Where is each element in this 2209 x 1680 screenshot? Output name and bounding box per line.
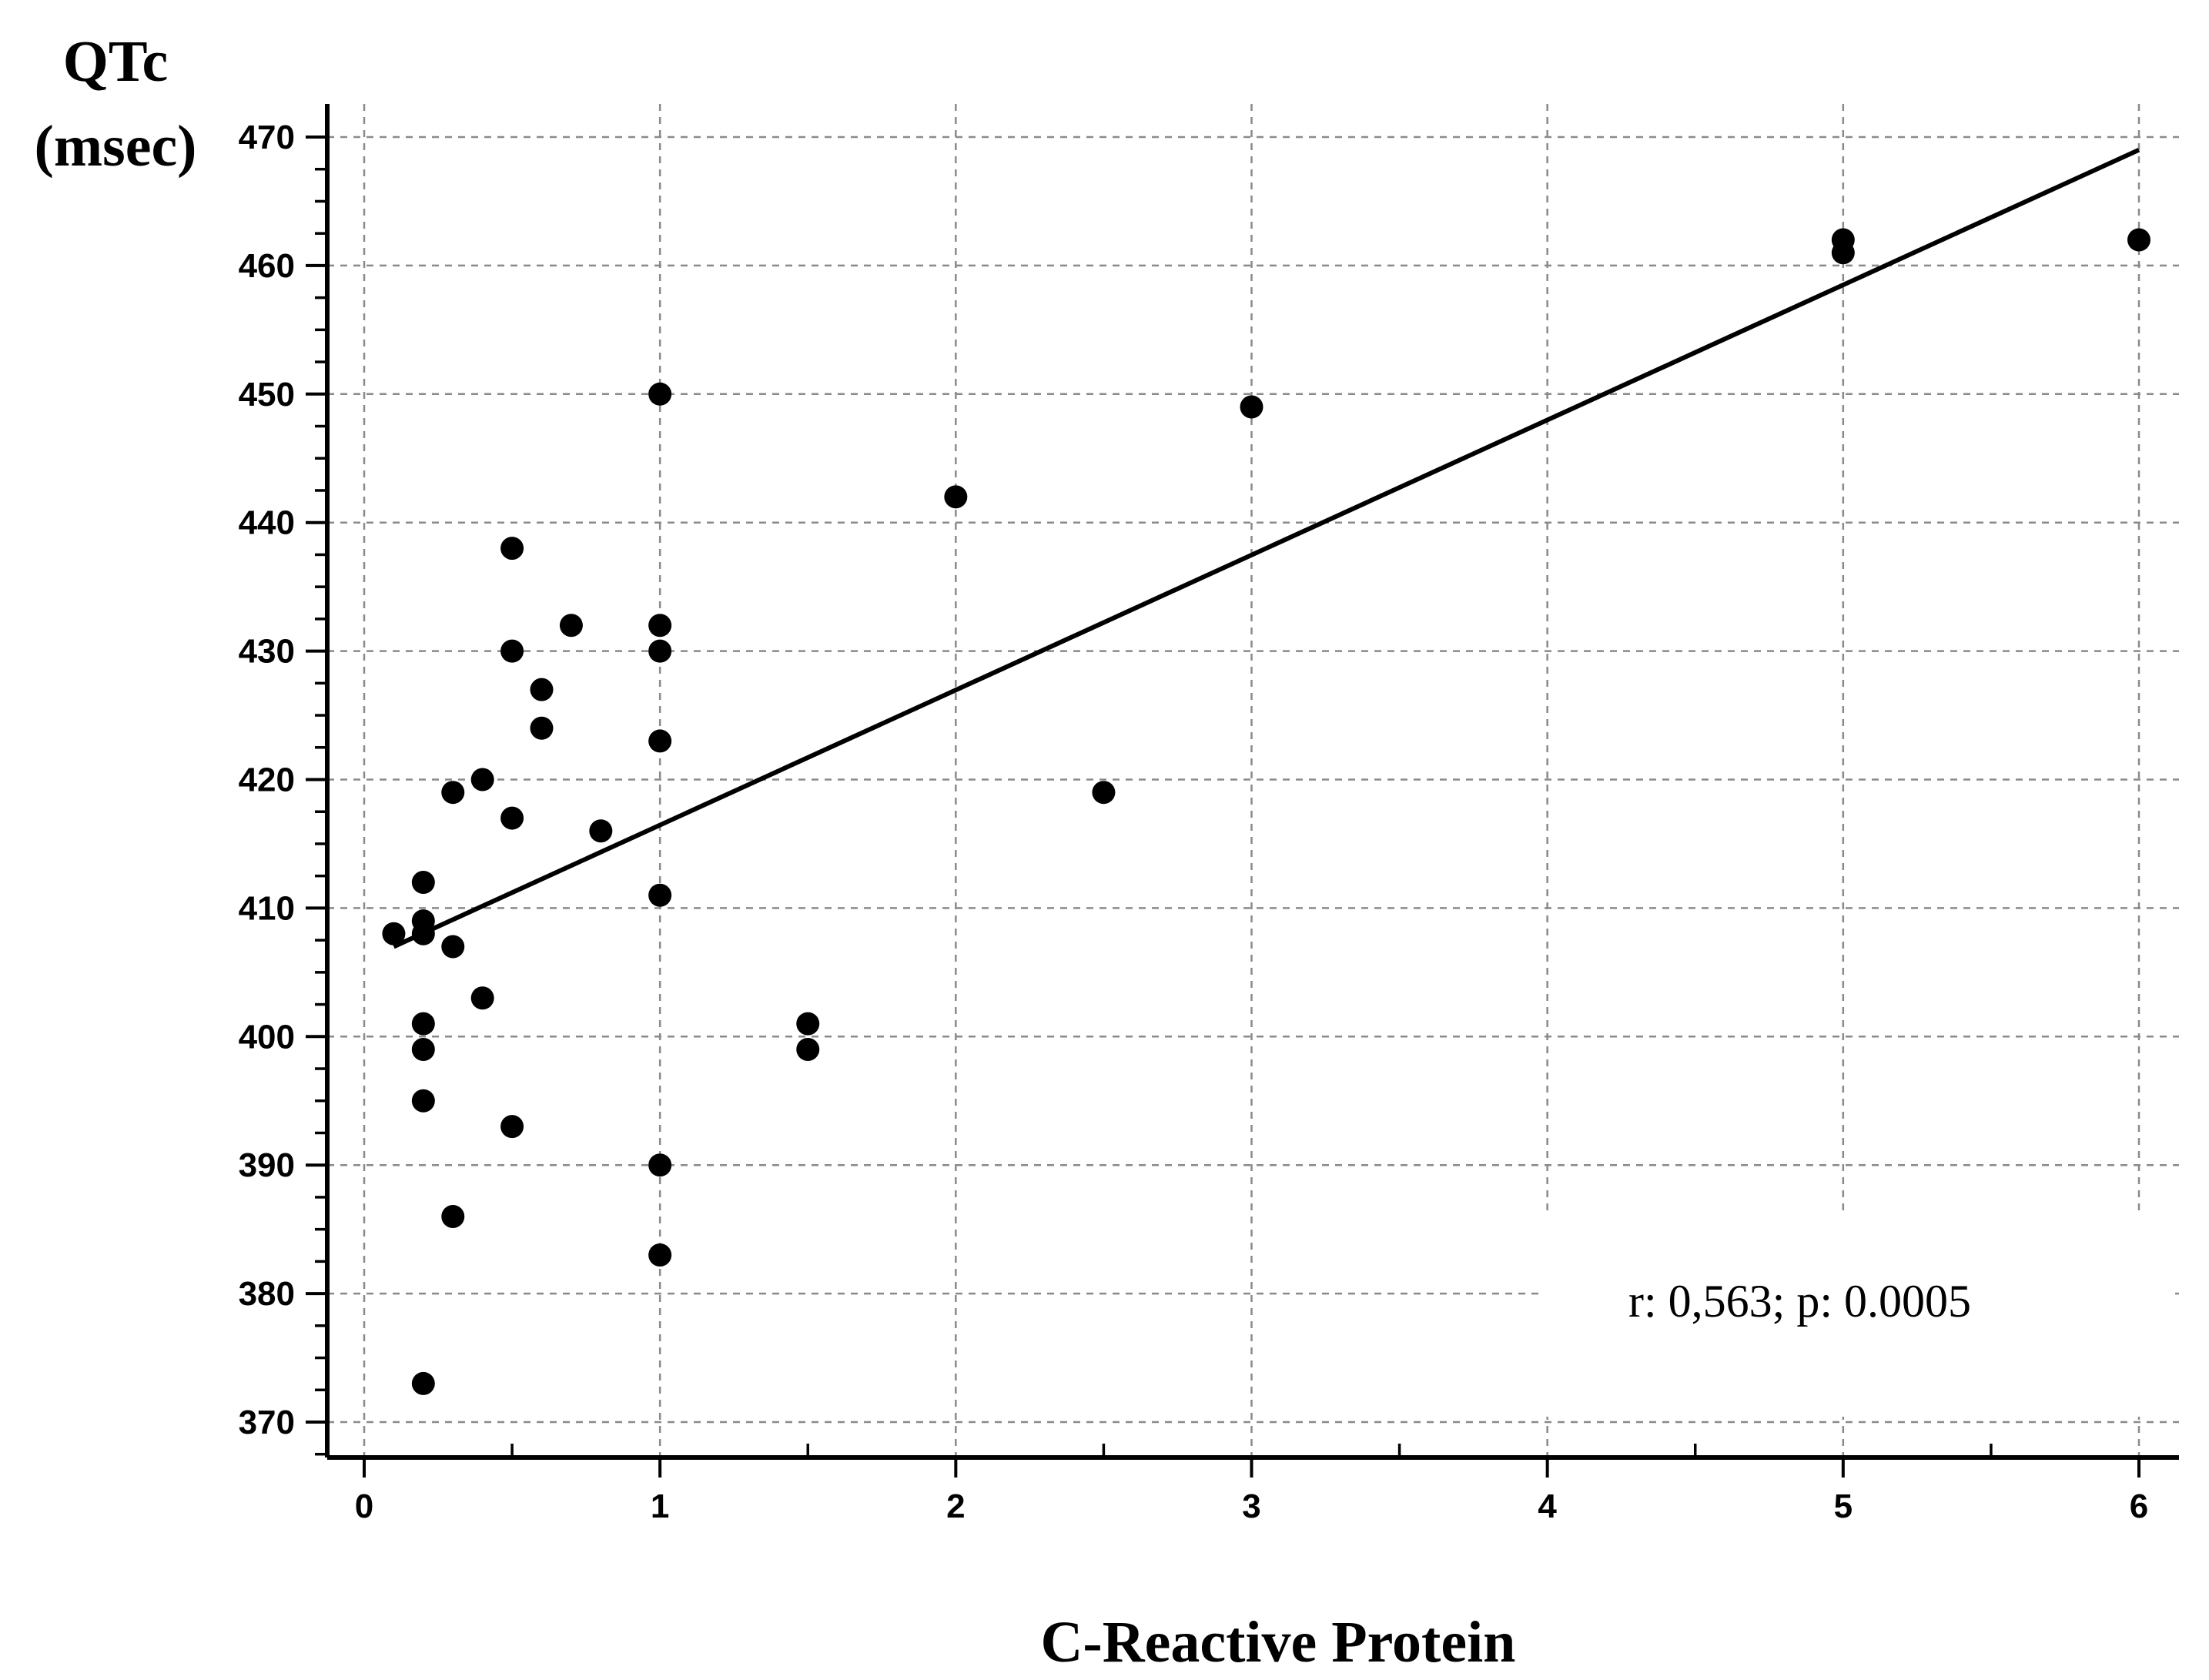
axes [306, 104, 2179, 1478]
scatter-point [411, 1371, 435, 1395]
y-tick-label: 460 [239, 247, 295, 285]
scatter-point [411, 1012, 435, 1036]
scatter-point [411, 1037, 435, 1061]
y-tick-label: 370 [239, 1404, 295, 1441]
scatter-point [1240, 395, 1263, 419]
x-tick-label: 5 [1834, 1488, 1853, 1525]
y-tick-label: 400 [239, 1018, 295, 1056]
x-tick-label: 3 [1242, 1488, 1260, 1525]
y-axis-label-line-2: (msec) [35, 114, 197, 179]
scatter-point [500, 537, 524, 561]
scatter-point [796, 1037, 820, 1061]
regression-line-group [393, 147, 2140, 949]
scatter-point [648, 1153, 672, 1177]
x-tick-label: 6 [2130, 1488, 2148, 1525]
x-tick-label: 4 [1538, 1488, 1557, 1525]
scatter-point [500, 1115, 524, 1139]
scatter-point [2127, 228, 2150, 252]
x-axis-label: C-Reactive Protein [1041, 1610, 1516, 1675]
scatter-point [382, 922, 406, 945]
y-axis-label-line-1: QTc [63, 29, 169, 94]
y-tick-label: 410 [239, 889, 295, 927]
scatter-point [648, 382, 672, 406]
y-tick-label: 420 [239, 761, 295, 799]
y-tick-label: 440 [239, 504, 295, 542]
scatter-point [441, 781, 465, 805]
scatter-point [411, 1089, 435, 1113]
y-tick-label: 380 [239, 1275, 295, 1313]
tick-labels: 370 380 390 400 410 420 430 440 450 460 470 0 1 2 3 4 5 6 [239, 119, 2149, 1525]
scatter-point [500, 806, 524, 830]
scatter-point [411, 871, 435, 895]
y-tick-label: 450 [239, 376, 295, 413]
scatter-point [796, 1012, 820, 1036]
scatter-point [470, 986, 494, 1010]
scatter-point [530, 678, 554, 701]
scatter-point [589, 819, 613, 843]
y-tick-label: 390 [239, 1146, 295, 1184]
scatter-point [411, 922, 435, 945]
scatter-point [530, 716, 554, 740]
x-tick-label: 1 [651, 1488, 669, 1525]
correlation-annotation: r: 0,563; p: 0.0005 [1628, 1276, 1971, 1327]
annotation-background [1544, 1216, 2175, 1417]
data-points [382, 228, 2150, 1395]
x-tick-label: 2 [946, 1488, 965, 1525]
scatter-point [441, 1204, 465, 1228]
scatter-point [1831, 241, 1855, 265]
scatter-point [559, 614, 583, 638]
scatter-point [441, 935, 465, 959]
scatter-point [648, 639, 672, 663]
scatter-point [500, 639, 524, 663]
scatter-point [648, 1243, 672, 1267]
scatter-point [470, 768, 494, 791]
scatter-point [944, 485, 968, 509]
scatter-point [648, 729, 672, 753]
y-tick-label: 430 [239, 633, 295, 671]
y-tick-label: 470 [239, 119, 295, 156]
x-tick-label: 0 [355, 1488, 373, 1525]
scatter-point [648, 614, 672, 638]
scatter-point [648, 883, 672, 907]
scatter-point [1092, 781, 1116, 805]
regression-line [393, 147, 2140, 949]
